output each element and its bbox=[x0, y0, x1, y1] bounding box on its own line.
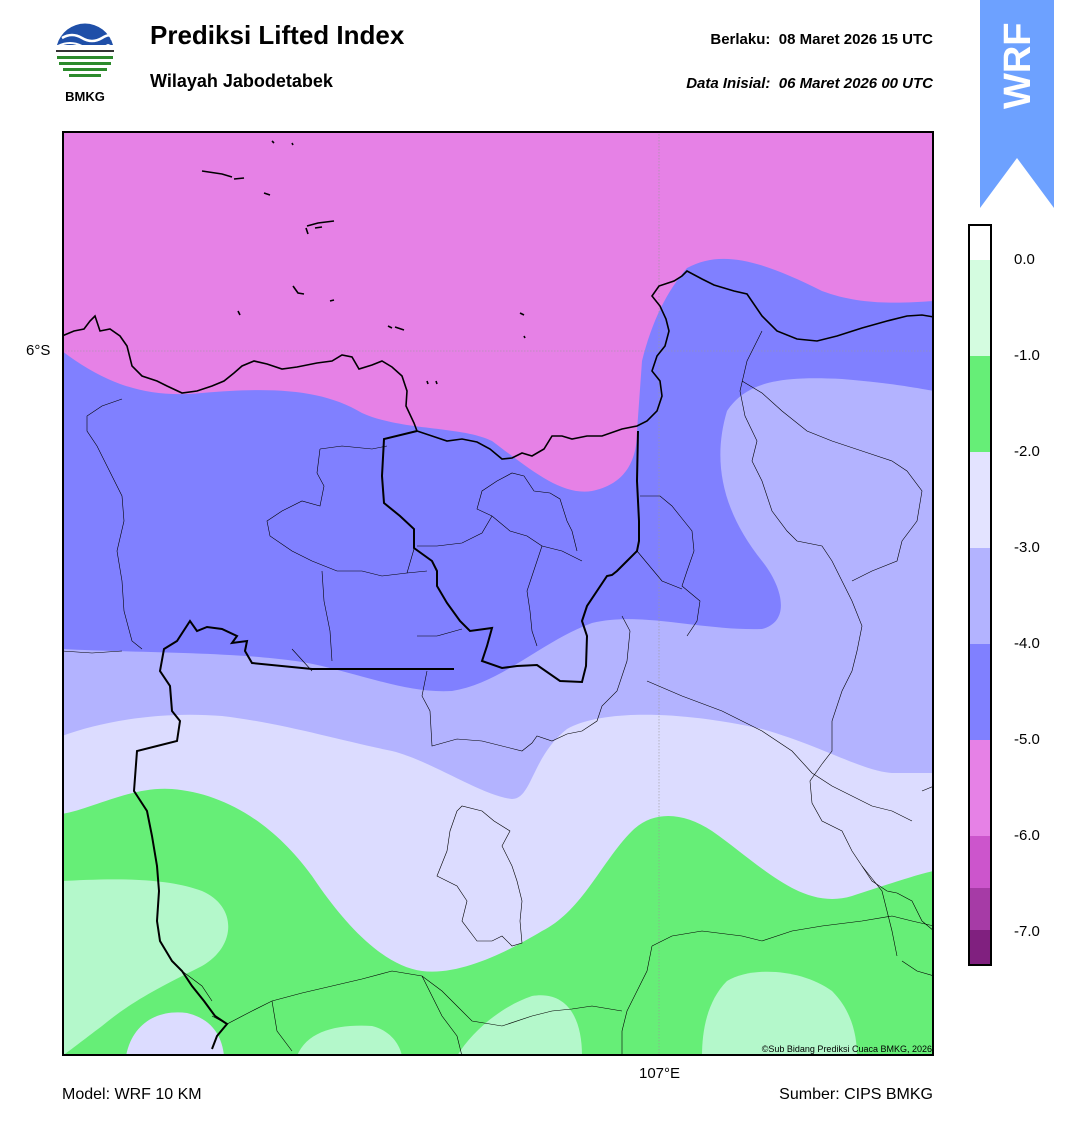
colorbar-seg bbox=[970, 836, 990, 888]
colorbar bbox=[968, 224, 995, 966]
colorbar-label: -1.0 bbox=[1014, 347, 1040, 364]
map-frame bbox=[62, 131, 934, 1056]
colorbar-label: -4.0 bbox=[1014, 635, 1040, 652]
colorbar-seg bbox=[970, 888, 990, 930]
map-copyright: ©Sub Bidang Prediksi Cuaca BMKG, 2026 bbox=[761, 1044, 932, 1054]
colorbar-seg bbox=[970, 452, 990, 548]
wrf-badge-text: WRF bbox=[997, 22, 1039, 109]
logo-text: BMKG bbox=[65, 89, 105, 104]
page-subtitle: Wilayah Jabodetabek bbox=[150, 71, 333, 91]
colorbar-frame bbox=[968, 224, 992, 966]
init-time: Data Inisial: 06 Maret 2026 00 UTC bbox=[686, 75, 933, 92]
colorbar-label: -5.0 bbox=[1014, 731, 1040, 748]
lifted-index-map bbox=[62, 131, 934, 1056]
zone-lightgreen-south bbox=[702, 971, 857, 1056]
zone-lightgreen-mid bbox=[457, 995, 582, 1056]
model-label: Model: WRF 10 KM bbox=[62, 1086, 202, 1103]
coastline bbox=[62, 270, 934, 460]
wrf-badge-shape bbox=[980, 0, 1054, 208]
colorbar-seg bbox=[970, 226, 990, 260]
valid-label: Berlaku: bbox=[710, 31, 771, 48]
colorbar-label: -7.0 bbox=[1014, 923, 1040, 940]
colorbar-seg bbox=[970, 740, 990, 836]
province-border bbox=[380, 430, 640, 684]
page-title: Prediksi Lifted Index bbox=[150, 20, 405, 50]
zone-lightgreen-sw bbox=[297, 1025, 402, 1056]
colorbar-seg bbox=[970, 930, 990, 964]
colorbar-label: -3.0 bbox=[1014, 539, 1040, 556]
init-label: Data Inisial: bbox=[686, 75, 771, 92]
colorbar-label: -6.0 bbox=[1014, 827, 1040, 844]
longitude-label: 107°E bbox=[639, 1065, 681, 1082]
colorbar-label: -2.0 bbox=[1014, 443, 1040, 460]
zone-pale-sw bbox=[126, 1012, 224, 1056]
colorbar-seg bbox=[970, 644, 990, 740]
thousand-islands bbox=[201, 140, 526, 385]
zone-lightgreen-west bbox=[62, 879, 229, 1056]
wrf-badge: WRF bbox=[980, 0, 1054, 208]
map-panel: ©Sub Bidang Prediksi Cuaca BMKG, 2026 bbox=[62, 131, 934, 1056]
latitude-label: 6°S bbox=[26, 342, 51, 359]
valid-time: Berlaku: 08 Maret 2026 15 UTC bbox=[710, 31, 933, 48]
source-label: Sumber: CIPS BMKG bbox=[779, 1086, 933, 1103]
zone-green bbox=[62, 788, 934, 1056]
init-value: 06 Maret 2026 00 UTC bbox=[778, 75, 933, 92]
colorbar-seg bbox=[970, 260, 990, 356]
bmkg-logo: BMKG bbox=[52, 20, 118, 104]
colorbar-label: 0.0 bbox=[1014, 251, 1035, 268]
colorbar-seg bbox=[970, 356, 990, 452]
valid-value: 08 Maret 2026 15 UTC bbox=[778, 31, 933, 48]
colorbar-seg bbox=[970, 548, 990, 644]
regency-borders bbox=[62, 330, 934, 1056]
bmkg-emblem-icon bbox=[55, 21, 115, 81]
